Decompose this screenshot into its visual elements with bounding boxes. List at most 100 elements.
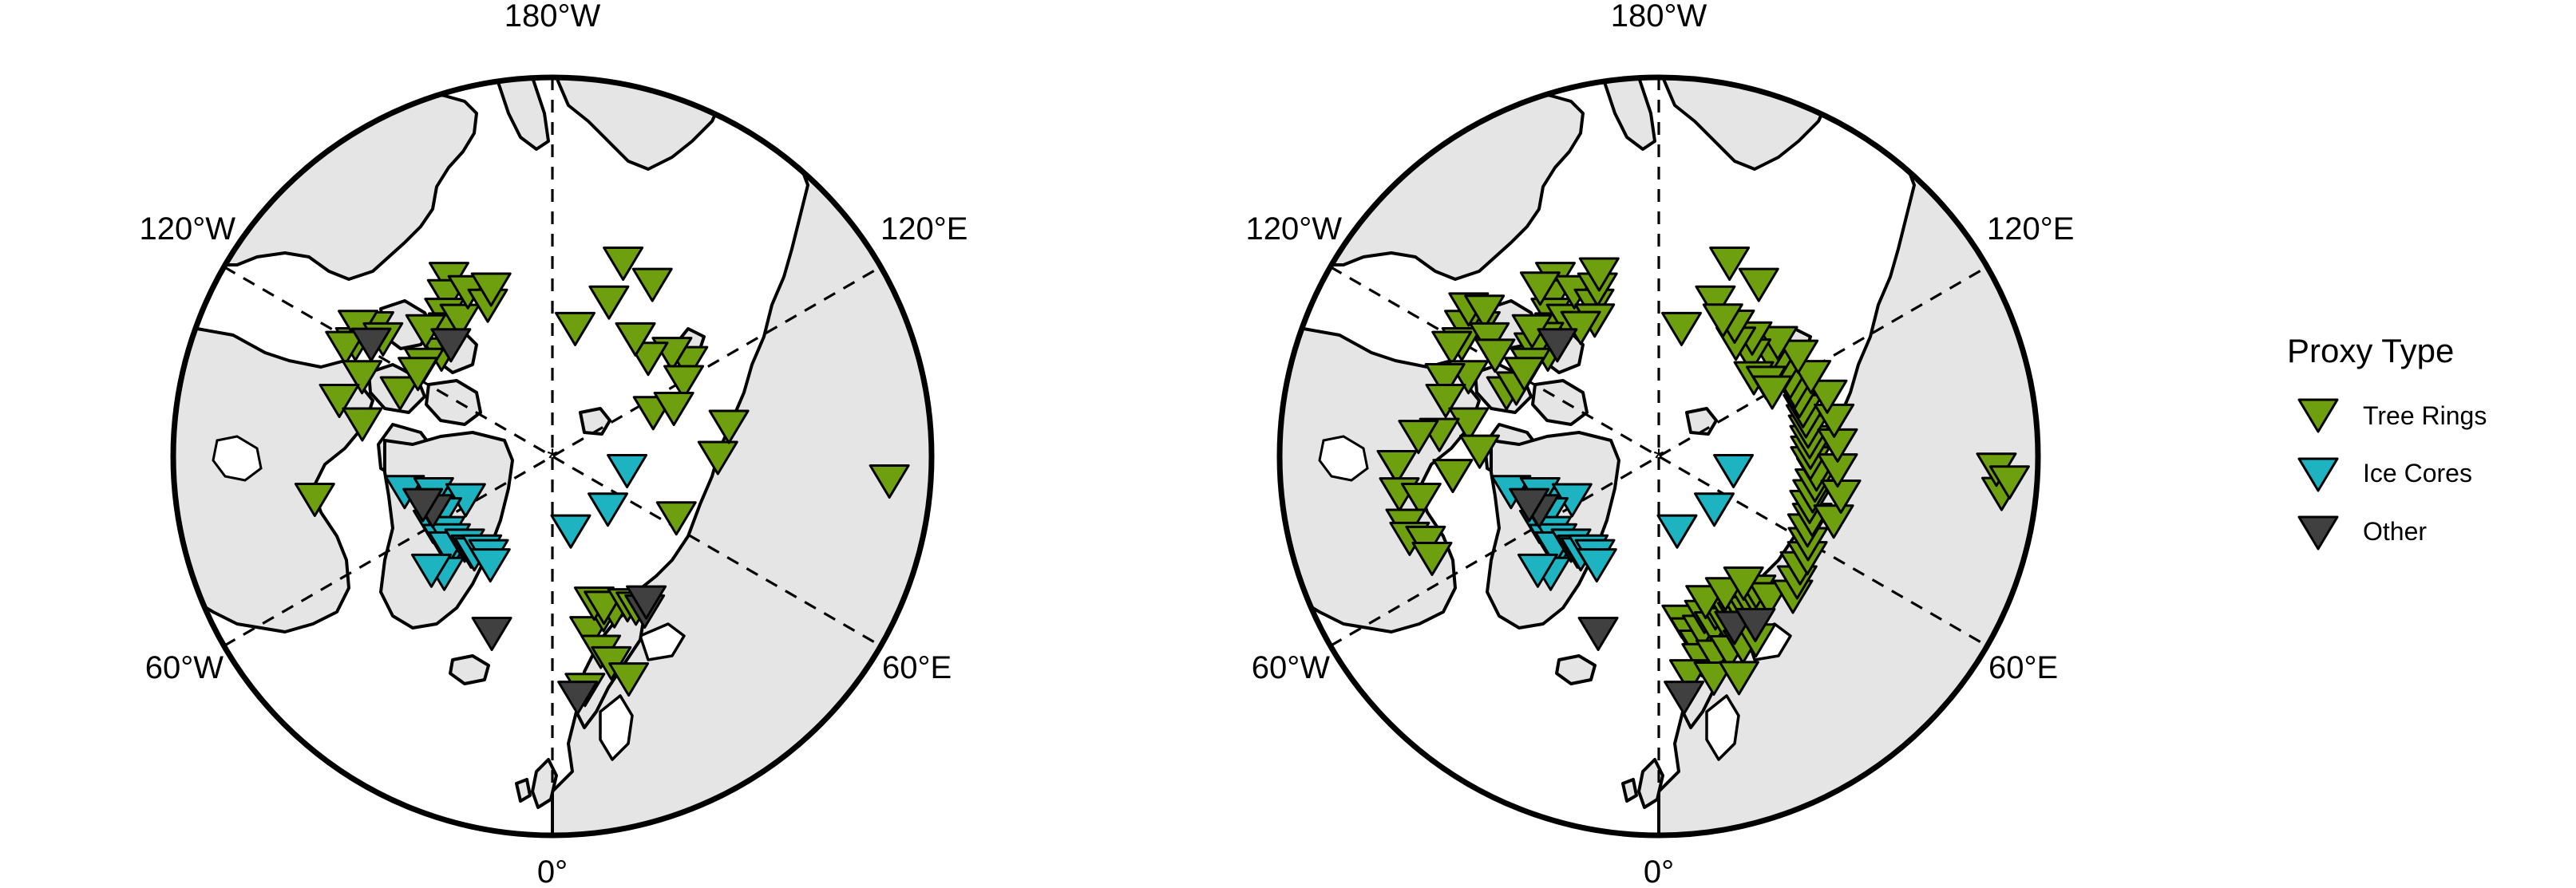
left-label-60e: 60°E [882, 650, 952, 685]
site-marker-tree-rings [1448, 407, 1490, 442]
left-map: * 180°W 120°W 120°E 60°W 60°E 0° [140, 0, 968, 888]
site-marker-tree-rings [379, 376, 421, 411]
site-marker-tree-rings [1376, 449, 1418, 484]
site-marker-tree-rings [603, 247, 644, 282]
right-map: * 180°W 120°W 120°E 60°W 60°E 0° [1246, 0, 2075, 888]
legend-title: Proxy Type [2287, 332, 2454, 369]
site-marker-tree-rings [1702, 303, 1743, 338]
legend: Proxy Type Tree Rings Ice Cores Other [2287, 332, 2487, 551]
site-marker-ice-cores [1517, 553, 1558, 588]
site-marker-tree-rings [1751, 375, 1793, 410]
site-marker-tree-rings [631, 267, 673, 302]
site-marker-tree-rings [1464, 294, 1506, 330]
site-marker-tree-rings [1723, 566, 1764, 602]
site-marker-tree-rings [1411, 541, 1453, 576]
site-marker-tree-rings [1459, 434, 1501, 469]
site-marker-tree-rings [655, 501, 697, 536]
right-label-120e: 120°E [1987, 211, 2074, 247]
site-marker-tree-rings [663, 365, 705, 400]
site-marker-other [350, 327, 392, 362]
right-label-120w: 120°W [1246, 211, 1343, 247]
site-marker-tree-rings [294, 482, 335, 517]
site-marker-tree-rings [653, 392, 694, 427]
right-label-60w: 60°W [1252, 650, 1330, 685]
site-marker-tree-rings [325, 330, 366, 365]
site-marker-other [1509, 487, 1550, 523]
site-marker-tree-rings [1400, 482, 1442, 517]
site-marker-ice-cores [607, 453, 648, 488]
site-marker-other [626, 585, 667, 620]
site-marker-tree-rings [1578, 257, 1620, 292]
site-marker-tree-rings [1738, 267, 1779, 302]
left-map-graticule [223, 77, 882, 835]
site-marker-tree-rings [398, 357, 439, 392]
site-marker-tree-rings [588, 285, 630, 320]
site-marker-other [1735, 607, 1776, 642]
left-label-120w: 120°W [140, 211, 236, 247]
left-map-outline [170, 74, 935, 839]
site-marker-tree-rings [697, 440, 738, 476]
legend-label-tree-rings: Tree Rings [2363, 401, 2487, 430]
site-marker-tree-rings [1988, 465, 2030, 500]
site-marker-tree-rings [1813, 504, 1854, 539]
site-marker-other [1664, 681, 1705, 716]
left-label-0: 0° [537, 854, 568, 888]
site-marker-other [430, 328, 472, 363]
legend-swatch-tree-rings [2297, 398, 2339, 433]
site-marker-tree-rings [342, 360, 383, 395]
site-marker-tree-rings [1431, 330, 1473, 365]
right-label-0: 0° [1644, 854, 1674, 888]
site-marker-tree-rings [708, 409, 750, 444]
right-map-outline [1276, 74, 2041, 839]
site-marker-tree-rings [1814, 403, 1855, 438]
site-marker-ice-cores [1576, 548, 1617, 583]
site-marker-tree-rings [1660, 311, 1702, 346]
site-marker-tree-rings [439, 303, 481, 338]
site-marker-ice-cores [1713, 453, 1755, 488]
north-pole-mark: * [547, 444, 557, 474]
site-marker-tree-rings [1695, 285, 1736, 320]
site-marker-ice-cores [1693, 492, 1735, 527]
site-marker-other [471, 616, 512, 651]
north-pole-mark: * [1653, 444, 1664, 474]
right-label-180w: 180°W [1611, 0, 1707, 34]
right-map-graticule [1329, 77, 1988, 835]
site-marker-ice-cores [1656, 514, 1698, 549]
site-marker-tree-rings [1519, 271, 1561, 306]
site-marker-tree-rings [470, 272, 512, 307]
site-marker-tree-rings [1398, 420, 1439, 455]
site-marker-tree-rings [1560, 310, 1601, 345]
site-marker-tree-rings [1425, 383, 1466, 418]
site-marker-other [402, 487, 444, 523]
site-marker-ice-cores [550, 514, 592, 549]
site-marker-tree-rings [1432, 459, 1474, 494]
site-marker-tree-rings [1709, 247, 1751, 282]
site-marker-tree-rings [1504, 357, 1545, 392]
left-map-markers: * [294, 247, 910, 716]
site-marker-tree-rings [1718, 661, 1759, 696]
site-marker-tree-rings [1778, 339, 1819, 374]
site-marker-ice-cores [587, 492, 628, 527]
site-marker-tree-rings [615, 322, 656, 357]
left-label-180w: 180°W [505, 0, 601, 34]
site-marker-ice-cores [469, 548, 511, 583]
site-marker-tree-rings [1806, 379, 1848, 414]
site-marker-tree-rings [554, 311, 596, 346]
site-marker-tree-rings [1693, 661, 1735, 697]
legend-swatch-other [2297, 515, 2339, 551]
site-marker-tree-rings [319, 383, 360, 418]
site-marker-ice-cores [410, 553, 452, 588]
left-label-60w: 60°W [145, 650, 224, 685]
site-marker-other [557, 681, 599, 716]
site-marker-other [1577, 616, 1619, 651]
site-marker-tree-rings [1474, 338, 1516, 373]
site-marker-tree-rings [869, 464, 910, 499]
left-label-120e: 120°E [880, 211, 967, 247]
legend-swatch-ice-cores [2297, 457, 2339, 492]
site-marker-tree-rings [608, 662, 650, 697]
site-marker-other [1537, 328, 1578, 363]
legend-label-other: Other [2363, 517, 2427, 546]
right-label-60e: 60°E [1988, 650, 2058, 685]
site-marker-tree-rings [342, 407, 383, 442]
